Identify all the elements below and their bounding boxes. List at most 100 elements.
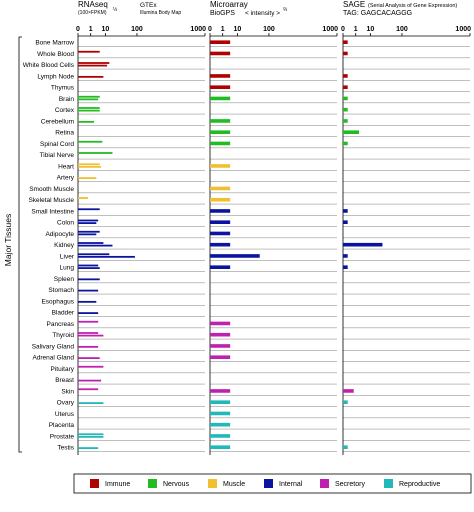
rnaseq-illumina-bar	[78, 255, 135, 258]
tissue-label: Breast	[55, 377, 74, 384]
microarray-bar	[210, 119, 231, 123]
tissue-label: Heart	[58, 163, 74, 170]
rnaseq-gtex-bar	[78, 62, 110, 64]
tissue-label: Artery	[57, 175, 75, 182]
sage-subtitle: (Serial Analysis of Gene Expression)	[368, 3, 457, 9]
rnaseq-gtex-bar	[78, 320, 99, 323]
microarray-bar	[210, 344, 231, 348]
legend-label: Muscle	[223, 481, 245, 488]
sage-bar	[343, 209, 348, 213]
microarray-bar	[210, 197, 231, 202]
illumina-body-map-label: Illumina Body Map	[140, 10, 181, 16]
microarray-bar	[210, 355, 231, 359]
sage-bar	[343, 130, 360, 134]
rnaseq-illumina-bar	[78, 233, 97, 236]
tissue-label: Kidney	[54, 242, 75, 249]
legend: Immune Nervous Muscle Internal Secretory Repr…	[73, 473, 472, 494]
microarray-bar	[210, 254, 260, 258]
tissue-labels: Bone Marrow Whole Blood White Blood Cells L…	[23, 40, 75, 452]
rnaseq-gtex-bar	[78, 107, 100, 109]
rnaseq-illumina-bar	[78, 165, 102, 168]
rnaseq-unit-exponent: ⅓	[113, 7, 118, 13]
legend-swatch	[320, 479, 329, 488]
tissue-label: Lung	[60, 265, 75, 272]
microarray-bar	[210, 51, 231, 56]
tissue-label: Skin	[61, 388, 74, 395]
microarray-bar	[210, 231, 231, 236]
tissue-label: Esophagus	[41, 298, 74, 305]
tissue-label: Thymus	[51, 85, 75, 92]
legend-label: Reproductive	[399, 481, 440, 488]
intensity-label: < intensity >	[245, 10, 280, 17]
microarray-bar	[210, 400, 231, 404]
microarray-bar	[210, 434, 231, 438]
tissue-label: Cortex	[55, 107, 75, 114]
sage-bar	[343, 445, 348, 449]
sage-title: SAGE	[343, 0, 365, 9]
tissue-label: Smooth Muscle	[29, 186, 74, 193]
rnaseq-gtex-bar	[78, 50, 100, 53]
intensity-exponent: ⅔	[283, 7, 288, 13]
legend-swatch	[148, 479, 157, 488]
rnaseq-tick-label: 10	[101, 26, 109, 33]
tissue-label: Adrenal Gland	[32, 355, 74, 362]
sage-bar	[343, 141, 348, 146]
rnaseq-gtex-bar	[78, 95, 100, 98]
microarray-bar	[210, 40, 231, 44]
rnaseq-gtex-bar	[78, 163, 100, 166]
tissue-label: Tibial Nerve	[40, 152, 75, 159]
tissue-label: Spleen	[54, 276, 75, 283]
rnaseq-gtex-bar	[78, 197, 89, 199]
rnaseq-illumina-bar	[78, 312, 99, 314]
tissue-label: Cerebellum	[41, 118, 74, 125]
tissue-label: Testis	[57, 445, 74, 452]
biogps-link[interactable]: BioGPS	[210, 10, 235, 17]
tissue-label: Stomach	[48, 287, 74, 294]
rnaseq-illumina-bar	[78, 98, 99, 101]
rnaseq-illumina-bar	[78, 289, 99, 292]
sage-bar	[343, 254, 348, 258]
rnaseq-gtex-bar	[78, 433, 104, 436]
sage-bar	[343, 389, 354, 393]
sage-bar	[343, 119, 348, 123]
sage-bar	[343, 85, 348, 89]
microarray-bar	[210, 242, 231, 247]
legend-swatch	[208, 479, 217, 488]
legend-label: Nervous	[163, 481, 190, 488]
rnaseq-gtex-bar	[78, 264, 99, 267]
tissue-label: Whole Blood	[37, 51, 74, 58]
microarray-bar	[210, 164, 231, 168]
rnaseq-illumina-bar	[78, 120, 95, 123]
legend-swatch	[264, 479, 273, 488]
microarray-tick-label: 100	[263, 26, 275, 33]
tissue-label: Pituitary	[51, 366, 75, 373]
microarray-bar	[210, 209, 231, 213]
sage-tag: TAG: GAGCACAGGG	[343, 10, 412, 17]
tissue-label: Brain	[59, 96, 75, 103]
rnaseq-tick-label: 100	[131, 26, 143, 33]
legend-label: Internal	[279, 481, 303, 488]
rnaseq-illumina-bar	[78, 300, 97, 303]
gtex-link[interactable]: GTEx	[140, 2, 157, 9]
microarray-bar	[210, 422, 231, 427]
sage-bar	[343, 242, 383, 247]
microarray-bar	[210, 411, 231, 416]
rnaseq-tick-label: 1	[89, 26, 93, 33]
rnaseq-illumina-bar	[78, 278, 100, 281]
tissue-label: Small Intestine	[31, 208, 74, 215]
y-axis-bracket	[18, 36, 22, 453]
rnaseq-tick-label: 0	[76, 26, 80, 33]
microarray-bar	[210, 85, 231, 89]
rnaseq-gtex-bar	[78, 365, 104, 368]
rnaseq-illumina-bar	[78, 222, 97, 224]
rnaseq-illumina-bar	[78, 109, 100, 112]
tissue-label: Uterus	[55, 411, 75, 418]
microarray-bar	[210, 96, 231, 101]
legend-swatch	[384, 479, 393, 488]
tissue-label: Ovary	[57, 400, 75, 407]
tissue-label: Bone Marrow	[35, 40, 74, 47]
sage-bar	[343, 265, 348, 269]
tissue-label: Spinal Cord	[40, 141, 74, 148]
legend-swatch	[90, 479, 99, 488]
